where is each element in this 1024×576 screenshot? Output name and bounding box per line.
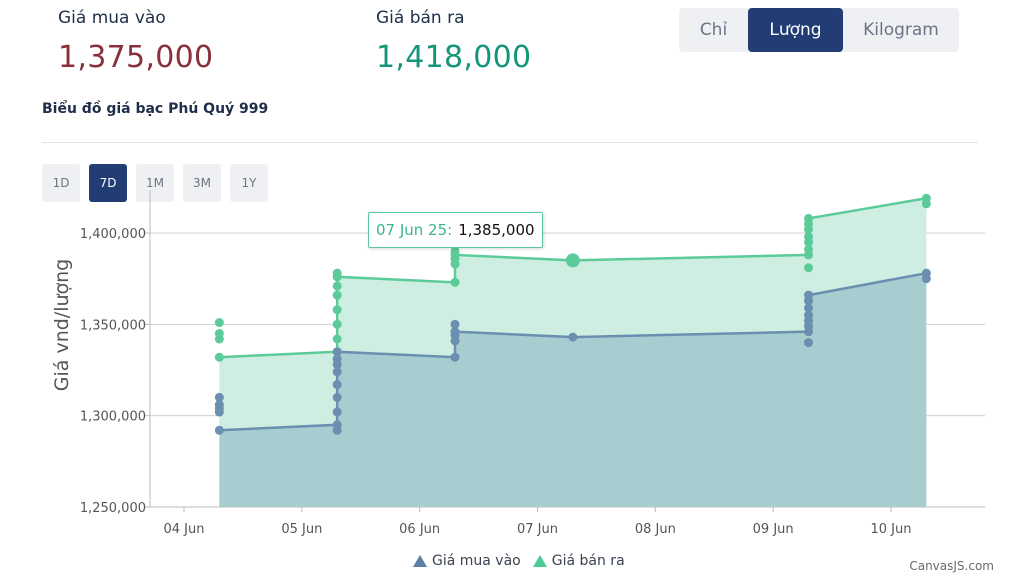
range-3m-button[interactable]: 3M (183, 164, 221, 202)
data-point (332, 334, 342, 344)
data-point (804, 263, 814, 273)
unit-luong-button[interactable]: Lượng (748, 8, 843, 52)
data-point (804, 232, 814, 242)
data-point (332, 420, 342, 430)
data-point (450, 352, 460, 362)
unit-selector: Chỉ Lượng Kilogram (679, 8, 959, 52)
x-tick-label: 10 Jun (871, 522, 912, 537)
x-tick-label: 04 Jun (164, 522, 205, 537)
range-7d-button[interactable]: 7D (89, 164, 127, 202)
chart-title: Biểu đồ giá bạc Phú Quý 999 (42, 101, 269, 117)
highlight-point (565, 253, 580, 268)
chart-legend: Giá mua vào Giá bán ra (413, 553, 625, 569)
data-point (450, 277, 460, 287)
legend-label-buy: Giá mua vào (432, 553, 521, 569)
data-point (804, 303, 814, 313)
data-point (332, 290, 342, 300)
x-tick-label: 08 Jun (635, 522, 676, 537)
data-point (332, 268, 342, 278)
data-point (214, 400, 224, 410)
data-point (214, 328, 224, 338)
data-point (804, 290, 814, 300)
data-point (214, 392, 224, 402)
y-tick-label: 1,350,000 (80, 318, 146, 333)
buy-price-block: Giá mua vào 1,375,000 (58, 8, 213, 75)
range-selector: 1D 7D 1M 3M 1Y (42, 164, 268, 202)
data-point (568, 332, 578, 342)
data-point (214, 352, 224, 362)
data-point (332, 367, 342, 377)
data-point (332, 354, 342, 364)
data-point (921, 193, 931, 203)
series-area-0 (219, 273, 927, 507)
y-tick-label: 1,400,000 (80, 227, 146, 242)
y-tick-label: 1,250,000 (80, 501, 146, 516)
data-point (214, 425, 224, 435)
tooltip-value: 1,385,000 (458, 221, 535, 239)
data-point (450, 327, 460, 337)
y-tick-label: 1,300,000 (80, 410, 146, 425)
data-point (450, 319, 460, 329)
data-point (804, 244, 814, 254)
data-point (804, 338, 814, 348)
tooltip-date: 07 Jun 25: (376, 221, 453, 239)
range-1m-button[interactable]: 1M (136, 164, 174, 202)
sell-price-block: Giá bán ra 1,418,000 (376, 8, 531, 75)
data-point (332, 347, 342, 357)
unit-kilogram-button[interactable]: Kilogram (863, 20, 939, 40)
buy-price-label: Giá mua vào (58, 8, 166, 28)
chart-credit[interactable]: CanvasJS.com (909, 559, 994, 573)
data-point (214, 318, 224, 328)
data-point (332, 407, 342, 417)
triangle-icon (532, 555, 547, 567)
unit-chi-button[interactable]: Chỉ (699, 20, 728, 40)
x-tick-label: 06 Jun (399, 522, 440, 537)
x-tick-label: 07 Jun (517, 522, 558, 537)
triangle-icon (413, 555, 427, 567)
chart-tooltip: 07 Jun 25: 1,385,000 (368, 212, 543, 248)
data-point (332, 380, 342, 390)
buy-price-value: 1,375,000 (58, 40, 214, 75)
data-point (332, 392, 342, 402)
range-1d-button[interactable]: 1D (42, 164, 80, 202)
data-point (332, 281, 342, 291)
divider (42, 142, 978, 143)
range-1y-button[interactable]: 1Y (230, 164, 268, 202)
legend-label-sell: Giá bán ra (551, 553, 625, 569)
data-point (921, 268, 931, 278)
legend-item-sell[interactable]: Giá bán ra (532, 553, 625, 569)
data-point (804, 310, 814, 320)
y-axis-title: Giá vnd/lượng (51, 259, 73, 391)
data-point (332, 305, 342, 315)
data-point (804, 213, 814, 223)
sell-price-label: Giá bán ra (376, 8, 465, 28)
legend-item-buy[interactable]: Giá mua vào (413, 553, 521, 569)
x-tick-label: 05 Jun (281, 522, 322, 537)
sell-price-value: 1,418,000 (376, 40, 532, 75)
data-point (332, 319, 342, 329)
x-tick-label: 09 Jun (753, 522, 794, 537)
